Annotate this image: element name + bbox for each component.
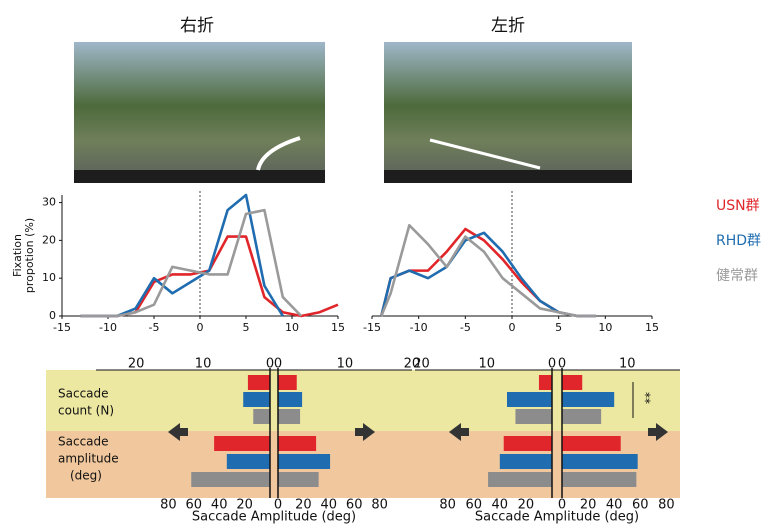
bar-right: [278, 436, 316, 451]
figure: ** 右折-15-10-50510150102030Fixationpropot…: [0, 0, 779, 526]
y-tick-label: 30: [42, 196, 56, 209]
row-label: amplitude: [58, 452, 119, 466]
x-tick-label: 0: [197, 321, 204, 334]
x-tick-label: 5: [243, 321, 250, 334]
photo-right-turn: [74, 42, 325, 183]
bar-right: [562, 375, 582, 390]
dashboard: [384, 170, 632, 183]
x-tick-label: 0: [509, 321, 516, 334]
x-axis-label: Saccade Amplitude (deg): [192, 510, 356, 525]
bar-right: [562, 436, 621, 451]
significance: **: [639, 392, 653, 404]
chart-title: 右折: [180, 16, 214, 36]
bar-left: [191, 472, 270, 487]
bar-right: [562, 409, 601, 424]
bar-right: [562, 392, 614, 407]
row-label: count (N): [58, 404, 114, 418]
legend-label: RHD群: [716, 233, 761, 249]
x-tick-label: -10: [410, 321, 428, 334]
y-tick-label: 20: [42, 233, 56, 246]
tick-label: 10: [478, 357, 495, 372]
tick-label: 10: [619, 357, 636, 372]
bar-right: [278, 454, 330, 469]
x-axis-label: Saccade Amplitude (deg): [475, 510, 639, 525]
bar-right: [278, 375, 297, 390]
x-tick-label: 5: [555, 321, 562, 334]
tick-label: 80: [658, 498, 675, 513]
photo-left-turn: [384, 42, 632, 183]
y-axis-label: propotion (%): [23, 218, 36, 293]
x-tick-label: 10: [598, 321, 612, 334]
bar-right: [278, 472, 319, 487]
x-tick-label: 10: [285, 321, 299, 334]
row-label: (deg): [70, 469, 102, 483]
legend-label: 健常群: [716, 268, 758, 284]
tick-label: 20: [413, 357, 430, 372]
x-tick-label: 15: [645, 321, 659, 334]
bar-right: [278, 392, 302, 407]
bar-left: [227, 454, 270, 469]
bar-right: [278, 409, 300, 424]
bar-left: [500, 454, 552, 469]
tick-label: 10: [195, 357, 212, 372]
x-tick-label: 15: [331, 321, 345, 334]
row-label: Saccade: [58, 387, 109, 401]
tick-label: 20: [128, 357, 145, 372]
tick-label: 10: [337, 357, 354, 372]
tick-label: 80: [160, 498, 177, 513]
y-tick-label: 0: [49, 309, 56, 322]
x-tick-label: -10: [99, 321, 117, 334]
bar-right: [562, 454, 638, 469]
x-tick-label: -15: [53, 321, 71, 334]
bar-left: [507, 392, 552, 407]
x-tick-label: -15: [363, 321, 381, 334]
bar-left: [488, 472, 552, 487]
chart-title: 左折: [491, 16, 525, 36]
bar-left: [214, 436, 270, 451]
series-line: [80, 237, 338, 316]
dashboard: [74, 170, 325, 183]
bar-left: [539, 375, 552, 390]
bar-left: [253, 409, 270, 424]
y-tick-label: 10: [42, 271, 56, 284]
bar-right: [562, 472, 636, 487]
bar-left: [248, 375, 270, 390]
bar-left: [504, 436, 552, 451]
bar-left: [515, 409, 552, 424]
legend-label: USN群: [716, 198, 760, 214]
row-label: Saccade: [58, 435, 109, 449]
x-tick-label: -5: [149, 321, 160, 334]
tick-label: 80: [439, 498, 456, 513]
bar-left: [243, 392, 270, 407]
tick-label: 80: [371, 498, 388, 513]
x-tick-label: -5: [460, 321, 471, 334]
